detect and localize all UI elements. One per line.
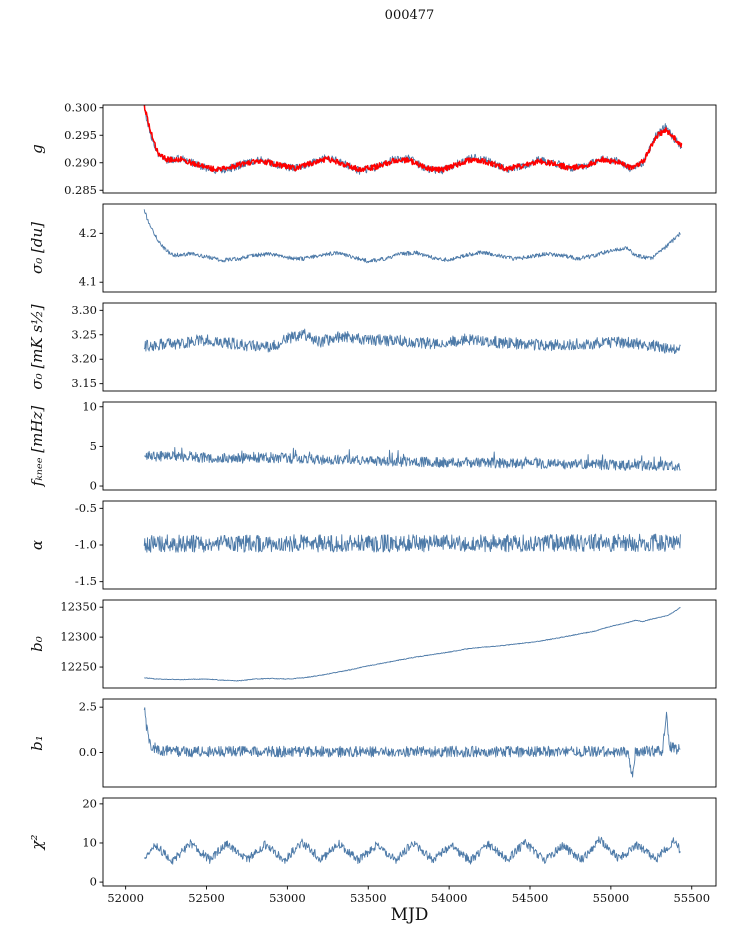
line-series-alpha bbox=[143, 533, 681, 553]
line-series-sigma0-mk bbox=[143, 328, 681, 355]
y-axis-label: σ₀ [mK s½] bbox=[28, 304, 46, 389]
y-axis-label: χ² bbox=[28, 834, 46, 850]
y-axis-label: fₖₙₑₑ [mHz] bbox=[28, 406, 46, 488]
panel-5-series bbox=[144, 607, 681, 682]
panel-1-frame bbox=[102, 203, 717, 293]
y-tick-label: 4.2 bbox=[79, 226, 97, 240]
x-tick-label: 53500 bbox=[350, 891, 387, 905]
panel-2-series bbox=[143, 328, 681, 355]
line-series-sigma0-du bbox=[143, 209, 681, 264]
x-tick-label: 55000 bbox=[593, 891, 630, 905]
panel-0-series bbox=[143, 105, 683, 175]
y-tick-label: 0.295 bbox=[64, 128, 97, 142]
line-series-fknee bbox=[144, 446, 681, 472]
x-tick-label: 52500 bbox=[188, 891, 225, 905]
panel-6-frame bbox=[102, 698, 717, 788]
panel-2-frame bbox=[102, 302, 717, 392]
y-tick-label: 12250 bbox=[60, 660, 97, 674]
y-tick-label: 20 bbox=[82, 796, 97, 810]
y-axis-label: b₀ bbox=[28, 636, 46, 652]
x-tick-label: 54500 bbox=[512, 891, 549, 905]
panel-3-frame bbox=[102, 401, 717, 491]
y-tick-label: 12300 bbox=[60, 630, 97, 644]
y-tick-label: 3.25 bbox=[71, 327, 97, 341]
panel-7-frame bbox=[102, 797, 717, 887]
y-tick-label: 2.5 bbox=[79, 700, 97, 714]
y-tick-label: 10 bbox=[82, 835, 97, 849]
y-tick-label: -0.5 bbox=[75, 501, 97, 515]
line-series-b0 bbox=[144, 607, 681, 682]
line-series-g-blue bbox=[143, 105, 683, 175]
y-tick-label: 0.285 bbox=[64, 183, 97, 197]
y-tick-label: 3.20 bbox=[71, 352, 97, 366]
line-series-g-red bbox=[143, 105, 683, 174]
y-tick-label: -1.5 bbox=[75, 574, 97, 588]
panel-6-series bbox=[143, 707, 681, 778]
y-tick-label: 10 bbox=[82, 399, 97, 413]
panel-4-series bbox=[143, 533, 681, 553]
y-axis-label: σ₀ [du] bbox=[28, 222, 46, 274]
y-tick-label: 0.300 bbox=[64, 100, 97, 114]
panel-7-series bbox=[143, 836, 681, 865]
panel-5-frame bbox=[102, 599, 717, 689]
y-tick-label: 4.1 bbox=[79, 275, 97, 289]
y-axis-label: α bbox=[28, 540, 46, 550]
y-axis-label: b₁ bbox=[28, 735, 46, 751]
x-axis-label: MJD bbox=[390, 905, 429, 925]
y-tick-label: -1.0 bbox=[75, 538, 97, 552]
y-tick-label: 0.0 bbox=[79, 745, 97, 759]
y-tick-label: 12350 bbox=[60, 600, 97, 614]
y-tick-label: 3.15 bbox=[71, 376, 97, 390]
line-series-b1 bbox=[143, 707, 681, 778]
x-tick-label: 54000 bbox=[431, 891, 468, 905]
chart-title: 000477 bbox=[384, 8, 435, 23]
y-tick-label: 3.30 bbox=[71, 303, 97, 317]
panel-0-frame bbox=[102, 104, 717, 194]
panel-3-series bbox=[144, 446, 681, 472]
x-tick-label: 55500 bbox=[673, 891, 710, 905]
x-tick-label: 52000 bbox=[107, 891, 144, 905]
y-tick-label: 0.290 bbox=[64, 155, 97, 169]
y-axis-label: g bbox=[28, 144, 46, 154]
y-tick-label: 5 bbox=[90, 439, 97, 453]
line-series-chi2 bbox=[143, 836, 681, 865]
x-tick-label: 53000 bbox=[269, 891, 306, 905]
y-tick-label: 0 bbox=[90, 479, 97, 493]
y-tick-label: 0 bbox=[90, 875, 97, 889]
panel-1-series bbox=[143, 209, 681, 264]
